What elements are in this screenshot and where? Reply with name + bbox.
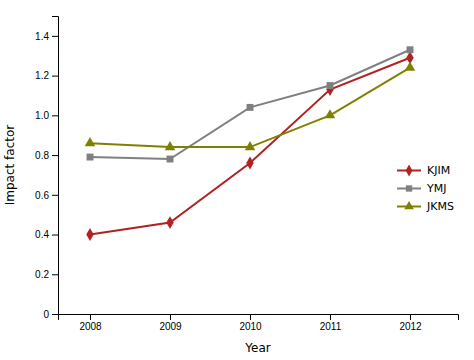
y-tick: 1.2	[35, 70, 58, 81]
legend: KJIM YMJ JKMS	[397, 164, 454, 213]
y-tick-label: 1.2	[35, 70, 49, 81]
y-tick: 1.4	[35, 31, 58, 42]
y-tick: 0.6	[35, 190, 58, 201]
y-tick: 0.8	[35, 150, 58, 161]
x-tick: 2011	[320, 314, 342, 332]
x-tick: 2009	[159, 314, 182, 332]
x-axis-title: Year	[244, 341, 270, 355]
series-group	[85, 46, 416, 241]
data-point	[407, 46, 414, 53]
chart: 2008 2009 2010 2011 2012 0 0.2 0.4 0.6 0.8 1.0 1.2 1…	[0, 0, 474, 360]
x-tick-label: 2012	[399, 321, 422, 332]
data-point	[86, 228, 93, 241]
x-tick-mark	[330, 314, 331, 320]
y-tick-mark	[52, 274, 58, 275]
x-tick-label: 2010	[239, 321, 262, 332]
y-tick-label: 1.0	[35, 110, 49, 121]
legend-swatch-marker	[404, 201, 414, 209]
data-point	[166, 216, 173, 229]
legend-swatch-marker	[406, 185, 412, 191]
data-point	[325, 109, 336, 118]
y-tick: 0	[43, 309, 58, 320]
series-line	[90, 50, 410, 159]
data-point	[245, 141, 256, 150]
data-point	[85, 137, 96, 146]
y-tick-mark	[52, 314, 58, 315]
series	[86, 51, 413, 241]
x-tick: 2010	[239, 314, 262, 332]
y-tick-label: 0.6	[35, 190, 49, 201]
x-tick-mark	[170, 314, 171, 320]
series-line	[90, 58, 410, 235]
y-axis: 0 0.2 0.4 0.6 0.8 1.0 1.2 1.4	[35, 17, 58, 320]
x-tick-mark	[410, 314, 411, 320]
legend-label: YMJ	[426, 182, 446, 195]
plot-area: 2008 2009 2010 2011 2012 0 0.2 0.4 0.6 0.8 1.0 1.2 1…	[3, 17, 459, 356]
data-point	[327, 82, 334, 89]
data-point	[405, 62, 416, 71]
y-tick-mark	[52, 76, 58, 77]
y-tick-mark	[52, 235, 58, 236]
legend-label: KJIM	[427, 164, 450, 177]
y-tick-mark	[52, 195, 58, 196]
y-tick: 0.2	[35, 269, 58, 280]
x-tick-label: 2008	[79, 321, 102, 332]
series	[87, 46, 414, 162]
legend-label: JKMS	[426, 200, 454, 213]
x-tick-mark	[90, 314, 91, 320]
data-point	[326, 83, 333, 96]
y-tick-label: 0	[43, 309, 49, 320]
legend-item: JKMS	[397, 200, 454, 213]
y-axis-line	[52, 17, 59, 315]
x-tick-mark	[250, 314, 251, 320]
data-point	[165, 141, 176, 150]
data-point	[246, 157, 253, 170]
y-tick: 1.0	[35, 110, 58, 121]
y-axis-title: Impact factor	[3, 125, 17, 206]
data-point	[247, 104, 254, 111]
legend-item: YMJ	[397, 182, 446, 195]
series-line	[90, 68, 410, 147]
x-tick-label: 2009	[159, 321, 182, 332]
y-tick-label: 0.8	[35, 150, 49, 161]
y-tick-label: 0.2	[35, 269, 49, 280]
legend-item: KJIM	[397, 164, 450, 177]
series	[85, 62, 416, 151]
x-axis: 2008 2009 2010 2011 2012	[59, 314, 459, 332]
data-point	[167, 156, 174, 163]
y-tick-mark	[52, 36, 58, 37]
legend-swatch-marker	[406, 165, 413, 177]
y-tick-label: 0.4	[35, 229, 49, 240]
x-tick: 2012	[399, 314, 422, 332]
y-tick-mark	[52, 115, 58, 116]
x-axis-line	[59, 315, 459, 321]
y-tick: 0.4	[35, 229, 58, 240]
data-point	[87, 154, 94, 161]
y-tick-mark	[52, 155, 58, 156]
y-tick-label: 1.4	[35, 31, 49, 42]
x-tick-label: 2011	[320, 321, 342, 332]
x-tick: 2008	[79, 314, 102, 332]
